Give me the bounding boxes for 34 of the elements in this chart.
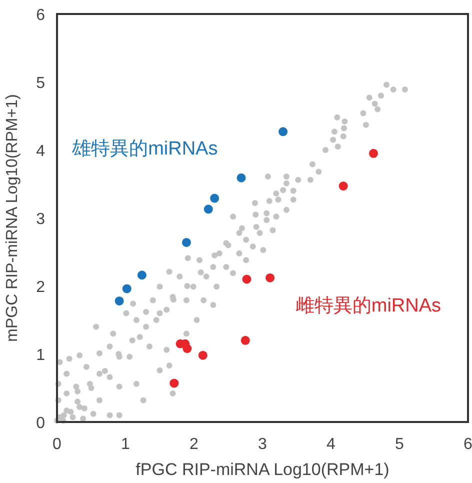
point (114, 296, 124, 306)
point (368, 148, 378, 158)
y-tick-label: 2 (36, 279, 46, 296)
y-tick-label: 0 (36, 415, 46, 432)
point (338, 182, 348, 191)
point (182, 344, 192, 354)
x-tick-label: 3 (258, 436, 268, 453)
x-tick-label: 4 (326, 436, 336, 453)
x-tick-label: 5 (395, 436, 404, 453)
point (210, 194, 220, 203)
point (137, 270, 146, 280)
point (198, 350, 208, 360)
point (182, 238, 191, 247)
point (240, 336, 250, 345)
point (266, 273, 275, 282)
x-tick-label: 1 (121, 436, 130, 453)
y-tick-label: 5 (36, 75, 46, 92)
point (170, 378, 179, 388)
x-axis-title: fPGC RIP-miRNA Log10(RPM+1) (136, 460, 390, 479)
point (278, 127, 288, 136)
y-tick-label: 6 (36, 7, 46, 24)
y-axis-title: mPGC RIP-miRNA Log10(RPM+1) (4, 94, 21, 342)
x-tick-label: 6 (464, 436, 472, 453)
y-tick-label: 3 (36, 211, 46, 228)
point (204, 204, 213, 214)
series-label: 雌特異的miRNAs (295, 295, 442, 316)
y-tick-label: 4 (36, 143, 46, 160)
y-tick-label: 1 (36, 347, 46, 364)
series-label: 雄特異的miRNAs (71, 138, 218, 160)
x-tick-label: 0 (52, 436, 62, 453)
point (122, 284, 132, 294)
point (242, 274, 252, 284)
point (236, 173, 246, 182)
x-tick-label: 2 (190, 436, 199, 453)
